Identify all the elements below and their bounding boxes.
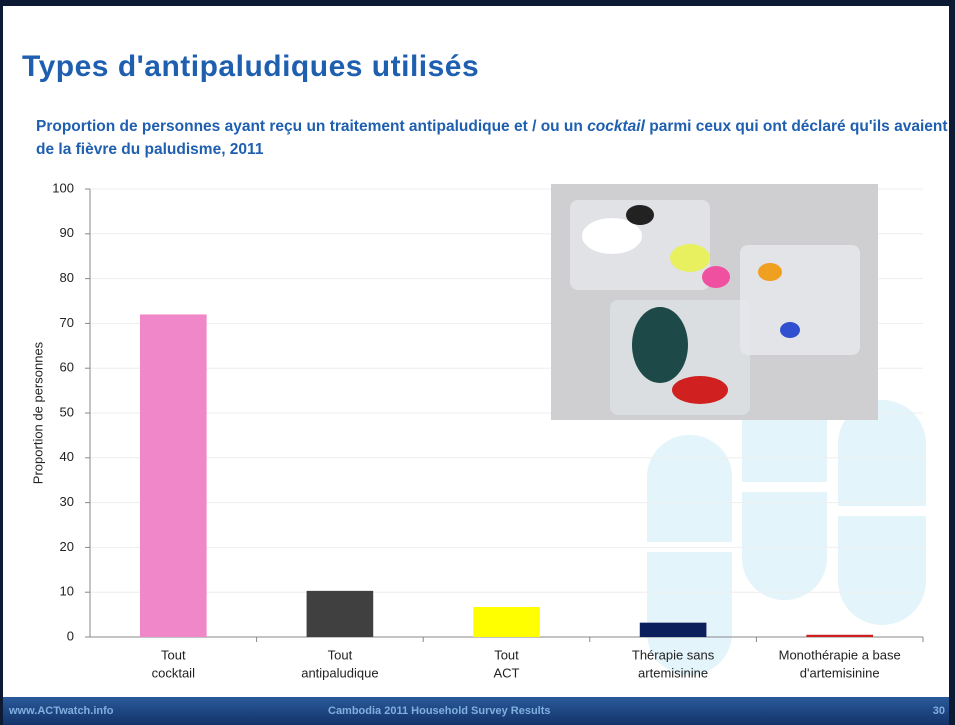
pill-split — [836, 506, 928, 516]
footer-title: Cambodia 2011 Household Survey Results — [328, 705, 551, 717]
y-tick-label: 40 — [60, 449, 74, 464]
pill-split — [740, 482, 830, 492]
bar — [306, 590, 374, 637]
x-tick-label: d'artemisinine — [800, 665, 880, 680]
pill — [647, 435, 732, 675]
y-tick-label: 70 — [60, 315, 74, 330]
x-tick-label: artemisinine — [638, 665, 708, 680]
x-tick-label: Thérapie sans — [632, 647, 715, 662]
slide-title: Types d'antipaludiques utilisés — [22, 50, 480, 83]
x-tick-label: Tout — [328, 647, 353, 662]
photo — [551, 184, 878, 420]
pill-img — [632, 307, 688, 383]
y-tick-label: 80 — [60, 270, 74, 285]
pill-img — [758, 263, 782, 281]
x-tick-label: Tout — [161, 647, 186, 662]
x-tick-label: Tout — [494, 647, 519, 662]
x-tick-label: Monothérapie a base — [779, 647, 901, 662]
y-tick-label: 10 — [60, 584, 74, 599]
subtitle-italic: cocktail — [587, 118, 645, 135]
y-tick-label: 60 — [60, 360, 74, 375]
page-number: 30 — [932, 705, 945, 717]
y-tick-label: 100 — [52, 180, 74, 195]
chart-subtitle: Proportion de personnes ayant reçu un tr… — [36, 115, 949, 161]
pill-img — [702, 266, 730, 288]
subtitle-part: parmi ceux qui ont déclaré qu'ils avaien… — [36, 118, 948, 158]
footer-url: www.ACTwatch.info — [9, 705, 114, 717]
pill-img — [626, 205, 654, 225]
pill-img — [672, 376, 728, 404]
bar — [139, 314, 207, 637]
pill-img — [582, 218, 642, 254]
y-tick-label: 50 — [60, 404, 74, 419]
bag — [740, 245, 860, 355]
y-axis-label: Proportion de personnes — [30, 341, 45, 484]
x-tick-label: cocktail — [152, 665, 195, 680]
footer: www.ACTwatch.info Cambodia 2011 Househol… — [3, 697, 949, 725]
y-tick-label: 90 — [60, 225, 74, 240]
x-tick-label: antipaludique — [301, 665, 378, 680]
y-tick-label: 20 — [60, 539, 74, 554]
x-tick-label: ACT — [494, 665, 520, 680]
pill-img — [670, 244, 710, 272]
pill-img — [780, 322, 800, 338]
y-tick-label: 0 — [67, 628, 74, 643]
subtitle-part: Proportion de personnes ayant reçu un tr… — [36, 118, 588, 135]
y-tick-label: 30 — [60, 494, 74, 509]
bar — [806, 634, 874, 637]
bar — [473, 606, 540, 637]
bar — [639, 622, 707, 637]
